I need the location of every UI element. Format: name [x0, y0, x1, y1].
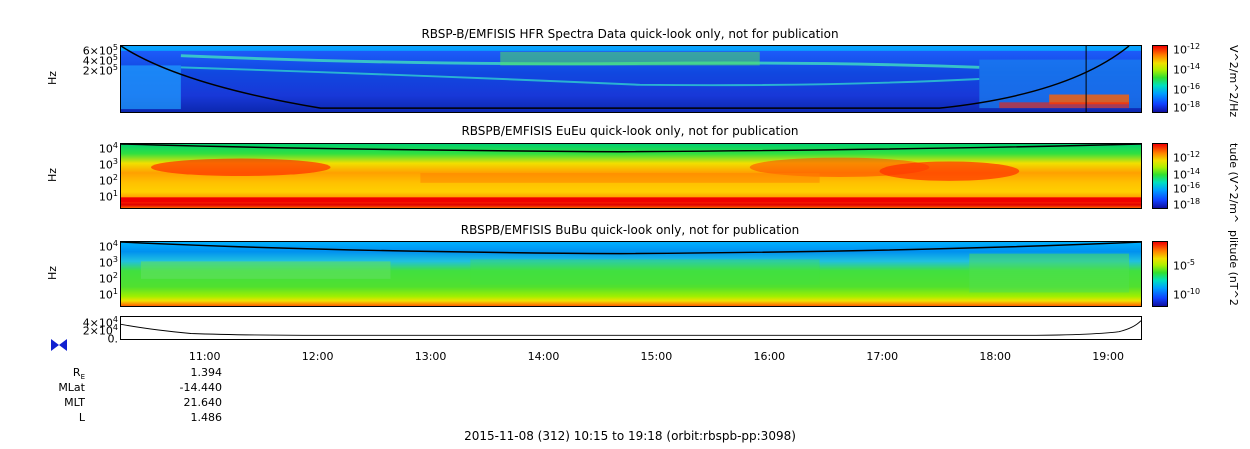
line-panel-ytick: 4×104 [82, 315, 118, 330]
ephemeris-label: L [78, 411, 85, 424]
panel-2-title: RBSPB/EMFISIS EuEu quick-look only, not … [461, 124, 799, 138]
panel-2-ytick: 103 [98, 157, 118, 172]
bowtie-icon [51, 339, 67, 351]
ephemeris-value: 1.486 [190, 411, 223, 424]
ephemeris-label: MLat [58, 381, 85, 394]
panel-1-cbtick: 10-16 [1173, 82, 1201, 97]
ephemeris-label: MLT [64, 396, 85, 409]
panel-3-cbtick: 10-10 [1173, 287, 1201, 302]
line-panel-ytick: 0. [107, 332, 119, 346]
panel-2-cbtick: 10-12 [1173, 150, 1201, 165]
panel-3-ytick: 101 [98, 287, 118, 302]
time-tick-label: 19:00 [1092, 350, 1124, 363]
ephemeris-value: -14.440 [179, 381, 222, 394]
line-panel [120, 316, 1142, 340]
time-tick-label: 18:00 [979, 350, 1012, 363]
time-tick-label: 12:00 [301, 350, 334, 363]
line-panel-ytick: 2×104 [82, 323, 118, 338]
time-tick-label: 11:00 [188, 350, 221, 363]
bubu-spectrogram-image [121, 242, 1141, 306]
time-tick-label: 16:00 [753, 350, 786, 363]
panel-2-cbtick: 10-18 [1173, 197, 1201, 212]
panel-1-colorbar [1152, 45, 1168, 113]
ephemeris-value: 1.394 [190, 366, 223, 379]
panel-1-colorbar-title: V^2/m^2/Hz [1227, 45, 1240, 118]
panel-1-cbtick: 10-18 [1173, 100, 1201, 115]
panel-3-colorbar [1152, 241, 1168, 307]
time-tick-label: 15:00 [640, 350, 673, 363]
panel-3-colorbar-title: plitude (nT^2 [1227, 230, 1240, 306]
panel-1-ytick: 4×105 [82, 53, 118, 68]
panel-2-ytick: 102 [98, 173, 118, 188]
panel-3-cbtick: 10-5 [1173, 258, 1195, 273]
panel-1-cbtick: 10-12 [1173, 42, 1201, 57]
eueu-spectrogram-image [121, 144, 1141, 208]
hfr-spectrogram [120, 45, 1142, 113]
panel-2-ytick: 101 [98, 189, 118, 204]
time-tick-label: 13:00 [414, 350, 447, 363]
panel-2-colorbar-title: tude (V^2/m^ [1227, 143, 1240, 224]
panel-1-cbtick: 10-14 [1173, 62, 1201, 77]
panel-2-cbtick: 10-14 [1173, 167, 1201, 182]
eueu-spectrogram [120, 143, 1142, 209]
panel-3-ytick: 104 [98, 239, 118, 254]
footer-caption: 2015-11-08 (312) 10:15 to 19:18 (orbit:r… [464, 429, 796, 443]
panel-2-cbtick: 10-16 [1173, 181, 1201, 196]
ephemeris-value: 21.640 [183, 396, 223, 409]
time-tick-label: 14:00 [527, 350, 560, 363]
panel-1-title: RBSP-B/EMFISIS HFR Spectra Data quick-lo… [421, 27, 839, 41]
panel-3-title: RBSPB/EMFISIS BuBu quick-look only, not … [460, 223, 800, 237]
panel-2-ytick: 104 [98, 141, 118, 156]
time-tick-label: 17:00 [866, 350, 899, 363]
panel-2-colorbar [1152, 143, 1168, 209]
ephemeris-label: RE [72, 366, 85, 382]
panel-3-ytick: 103 [98, 255, 118, 270]
bubu-spectrogram [120, 241, 1142, 307]
hfr-spectrogram-image [121, 46, 1141, 112]
line-panel-plot [121, 320, 1141, 336]
panel-1-ytick: 2×105 [82, 63, 118, 78]
panel-3-ytick: 102 [98, 271, 118, 286]
panel-1-ytick: 6×105 [82, 43, 118, 58]
